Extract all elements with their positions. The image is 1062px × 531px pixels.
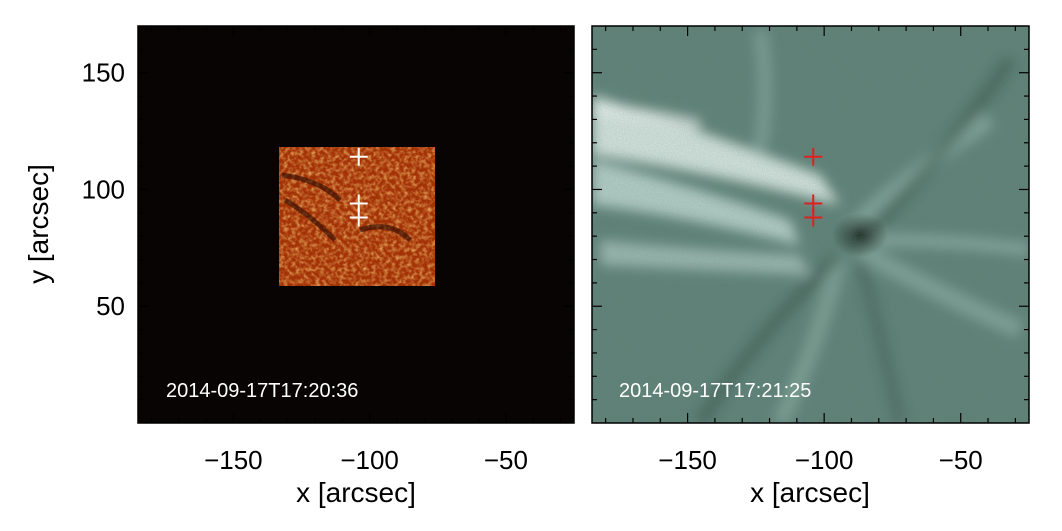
right-panel-markers: [804, 147, 823, 227]
left-panel: 2014-09-17T17:20:36: [138, 26, 574, 423]
right-panel: 2014-09-17T17:21:25: [592, 26, 1029, 423]
marker-cross: [804, 147, 823, 166]
marker-cross: [349, 147, 368, 166]
marker-cross: [804, 208, 823, 227]
x-tick-label: −50: [484, 445, 528, 475]
x-tick-label: −100: [795, 445, 854, 475]
left-panel-markers: [349, 147, 368, 227]
y-tick-label: 50: [96, 291, 125, 321]
x-tick-label: −100: [340, 445, 399, 475]
y-tick-label: 100: [82, 174, 125, 204]
y-tick-label: 150: [82, 58, 125, 88]
inset-dark-lanes: [281, 172, 412, 242]
left-panel-timestamp: 2014-09-17T17:20:36: [166, 380, 358, 402]
panel-frame: [137, 25, 575, 424]
y-axis-label: y [arcsec]: [23, 164, 54, 284]
x-tick-label: −150: [658, 445, 717, 475]
x-tick-label: −150: [204, 445, 263, 475]
axes: −150 −100 −50 −150 −100 −50 50 100 150: [82, 25, 1030, 475]
right-panel-timestamp: 2014-09-17T17:21:25: [619, 380, 811, 402]
right-x-axis-label: x [arcsec]: [750, 477, 870, 508]
marker-cross: [349, 208, 368, 227]
x-tick-label: −50: [939, 445, 983, 475]
panel-frame: [591, 25, 1030, 424]
left-x-axis-label: x [arcsec]: [296, 477, 416, 508]
right-panel-noise: [592, 26, 1029, 423]
